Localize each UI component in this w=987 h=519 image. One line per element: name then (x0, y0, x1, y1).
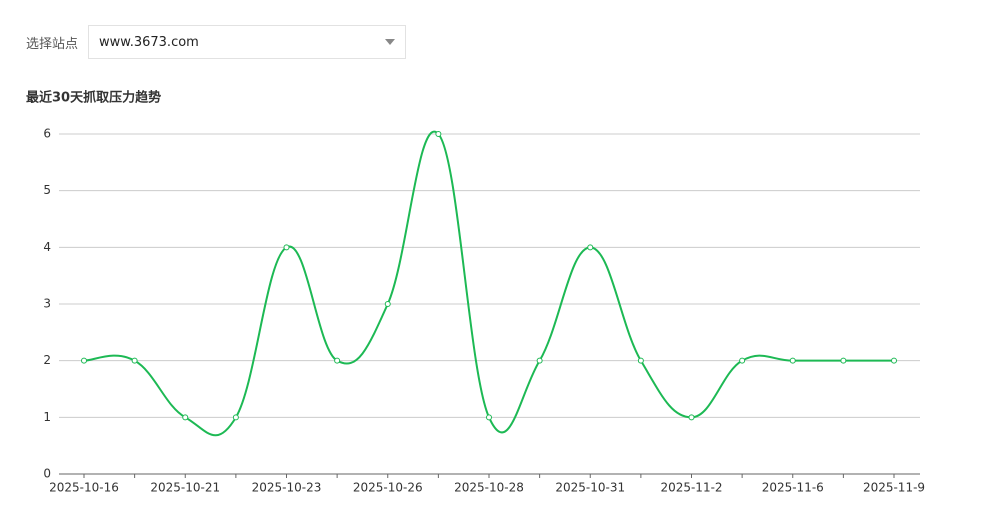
data-point (789, 357, 796, 364)
site-picker: 选择站点 www.3673.com (26, 25, 407, 59)
data-point (688, 414, 695, 421)
y-tick-label: 1 (43, 410, 51, 424)
data-point (232, 414, 239, 421)
x-tick-label: 2025-10-16 (49, 481, 119, 495)
site-label: 选择站点 (26, 36, 79, 52)
x-tick-label: 2025-10-23 (252, 481, 322, 495)
x-tick-label: 2025-10-21 (150, 481, 220, 495)
data-point (587, 244, 594, 251)
trend-line (83, 130, 894, 437)
x-tick-label: 2025-11-6 (762, 481, 824, 495)
site-select[interactable]: www.3673.com (88, 25, 407, 59)
data-point (182, 414, 189, 421)
y-tick-label: 0 (43, 467, 51, 481)
x-tick-label: 2025-10-31 (555, 481, 625, 495)
data-point (334, 357, 341, 364)
x-tick-label: 2025-10-26 (353, 481, 423, 495)
data-point (131, 357, 138, 364)
y-tick-label: 5 (43, 183, 51, 197)
data-point (81, 357, 87, 364)
y-tick-label: 6 (43, 127, 51, 141)
y-tick-label: 4 (43, 240, 51, 254)
x-tick-label: 2025-10-28 (454, 481, 524, 495)
y-tick-label: 2 (43, 353, 51, 367)
data-point (840, 357, 847, 364)
data-point (283, 244, 290, 251)
data-point (891, 357, 897, 364)
x-tick-label: 2025-11-2 (660, 481, 722, 495)
data-point (486, 414, 492, 421)
data-point (739, 357, 746, 364)
chart-title: 最近30天抓取压力趋势 (26, 90, 161, 106)
data-point (536, 357, 543, 364)
y-tick-label: 3 (43, 297, 51, 311)
x-tick-label: 2025-11-9 (863, 481, 925, 495)
dropdown-arrow (385, 39, 396, 45)
site-value: www.3673.com (99, 34, 199, 50)
data-point (384, 301, 391, 307)
data-point (637, 357, 644, 364)
data-point (435, 131, 442, 137)
